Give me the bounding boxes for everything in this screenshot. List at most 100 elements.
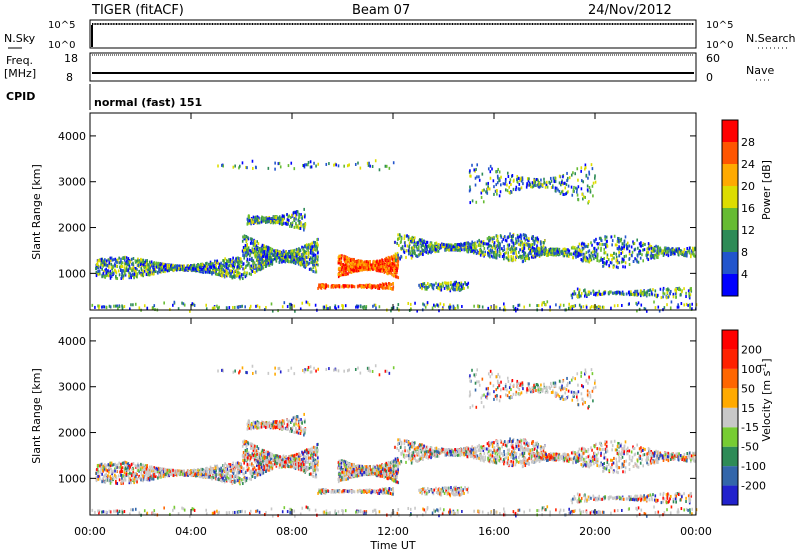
power-cell <box>624 255 626 258</box>
power-cell <box>393 161 395 164</box>
power-cell <box>625 255 627 258</box>
power-cell <box>449 245 451 248</box>
power-cell <box>239 165 241 168</box>
power-cell <box>124 266 126 269</box>
power-cell <box>629 257 631 260</box>
power-cell <box>650 288 652 291</box>
power-cell <box>459 288 461 291</box>
power-cell <box>217 164 219 167</box>
power-cell <box>257 218 259 221</box>
power-cell <box>632 293 634 296</box>
power-cell <box>675 292 677 295</box>
power-cell <box>224 264 226 267</box>
power-cell <box>136 275 138 278</box>
power-cell <box>469 201 471 204</box>
power-cell <box>592 167 594 170</box>
power-cell <box>161 267 163 270</box>
power-cell <box>299 216 301 219</box>
power-cell <box>438 250 440 253</box>
power-cell <box>681 302 683 305</box>
power-cell <box>347 258 349 261</box>
power-cell <box>590 241 592 244</box>
power-cell <box>603 248 605 251</box>
power-cell <box>345 285 347 288</box>
power-cell <box>259 221 261 224</box>
power-cell <box>496 189 498 192</box>
power-cell <box>245 244 247 247</box>
power-cell <box>233 166 235 169</box>
power-cell <box>503 182 505 185</box>
power-cell <box>519 304 521 307</box>
power-cell <box>579 288 581 291</box>
power-cell <box>490 306 492 309</box>
power-cell <box>254 240 256 243</box>
power-cell <box>427 301 429 304</box>
power-cell <box>398 244 400 247</box>
power-cell <box>493 254 495 257</box>
power-cell <box>103 261 105 264</box>
power-cell <box>676 249 678 252</box>
power-cell <box>559 250 561 253</box>
power-cell <box>536 178 538 181</box>
power-cell <box>407 244 409 247</box>
power-cell <box>591 163 593 166</box>
power-cell <box>534 240 536 243</box>
power-cell <box>526 184 528 187</box>
power-cell <box>287 216 289 219</box>
power-cell <box>568 303 570 306</box>
power-cell <box>460 247 462 250</box>
power-cell <box>474 243 476 246</box>
power-cell <box>562 193 564 196</box>
power-cell <box>367 263 369 266</box>
power-cell <box>120 265 122 268</box>
power-cell <box>251 238 253 241</box>
power-cell <box>528 177 530 180</box>
power-cell <box>512 235 514 238</box>
power-cell <box>636 239 638 242</box>
power-cell <box>250 242 252 245</box>
power-cell <box>686 303 688 306</box>
power-cell <box>360 260 362 263</box>
power-data <box>92 159 698 313</box>
power-cell <box>343 165 345 168</box>
power-cell <box>648 248 650 251</box>
power-cell <box>425 306 427 309</box>
power-cell <box>237 261 239 264</box>
power-cell <box>414 250 416 253</box>
power-cell <box>607 245 609 248</box>
freq-panel <box>90 53 696 81</box>
power-cell <box>560 192 562 195</box>
y-tick-label: 1000 <box>58 267 86 280</box>
power-cell <box>580 306 582 309</box>
power-cell <box>236 274 238 277</box>
power-cell <box>212 307 214 310</box>
power-cell <box>404 244 406 247</box>
power-cell <box>535 255 537 258</box>
power-cell <box>253 216 255 219</box>
power-cell <box>644 243 646 246</box>
power-cell <box>353 268 355 271</box>
power-cell <box>668 254 670 257</box>
power-cell <box>293 261 295 264</box>
power-cell <box>532 181 534 184</box>
power-cell <box>373 264 375 267</box>
power-cell <box>339 285 341 288</box>
power-cell <box>188 267 190 270</box>
power-cell <box>574 172 576 175</box>
power-cell <box>224 257 226 260</box>
power-cell <box>298 247 300 250</box>
power-cell <box>112 266 114 269</box>
power-cell <box>484 247 486 250</box>
power-cell <box>480 240 482 243</box>
power-cell <box>678 253 680 256</box>
power-cell <box>142 269 144 272</box>
power-cell <box>249 272 251 275</box>
power-cell <box>550 249 552 252</box>
power-cell <box>422 249 424 252</box>
power-cell <box>243 273 245 276</box>
power-cell <box>569 176 571 179</box>
power-cell <box>115 305 117 308</box>
power-cell <box>382 266 384 269</box>
power-cell <box>451 286 453 289</box>
